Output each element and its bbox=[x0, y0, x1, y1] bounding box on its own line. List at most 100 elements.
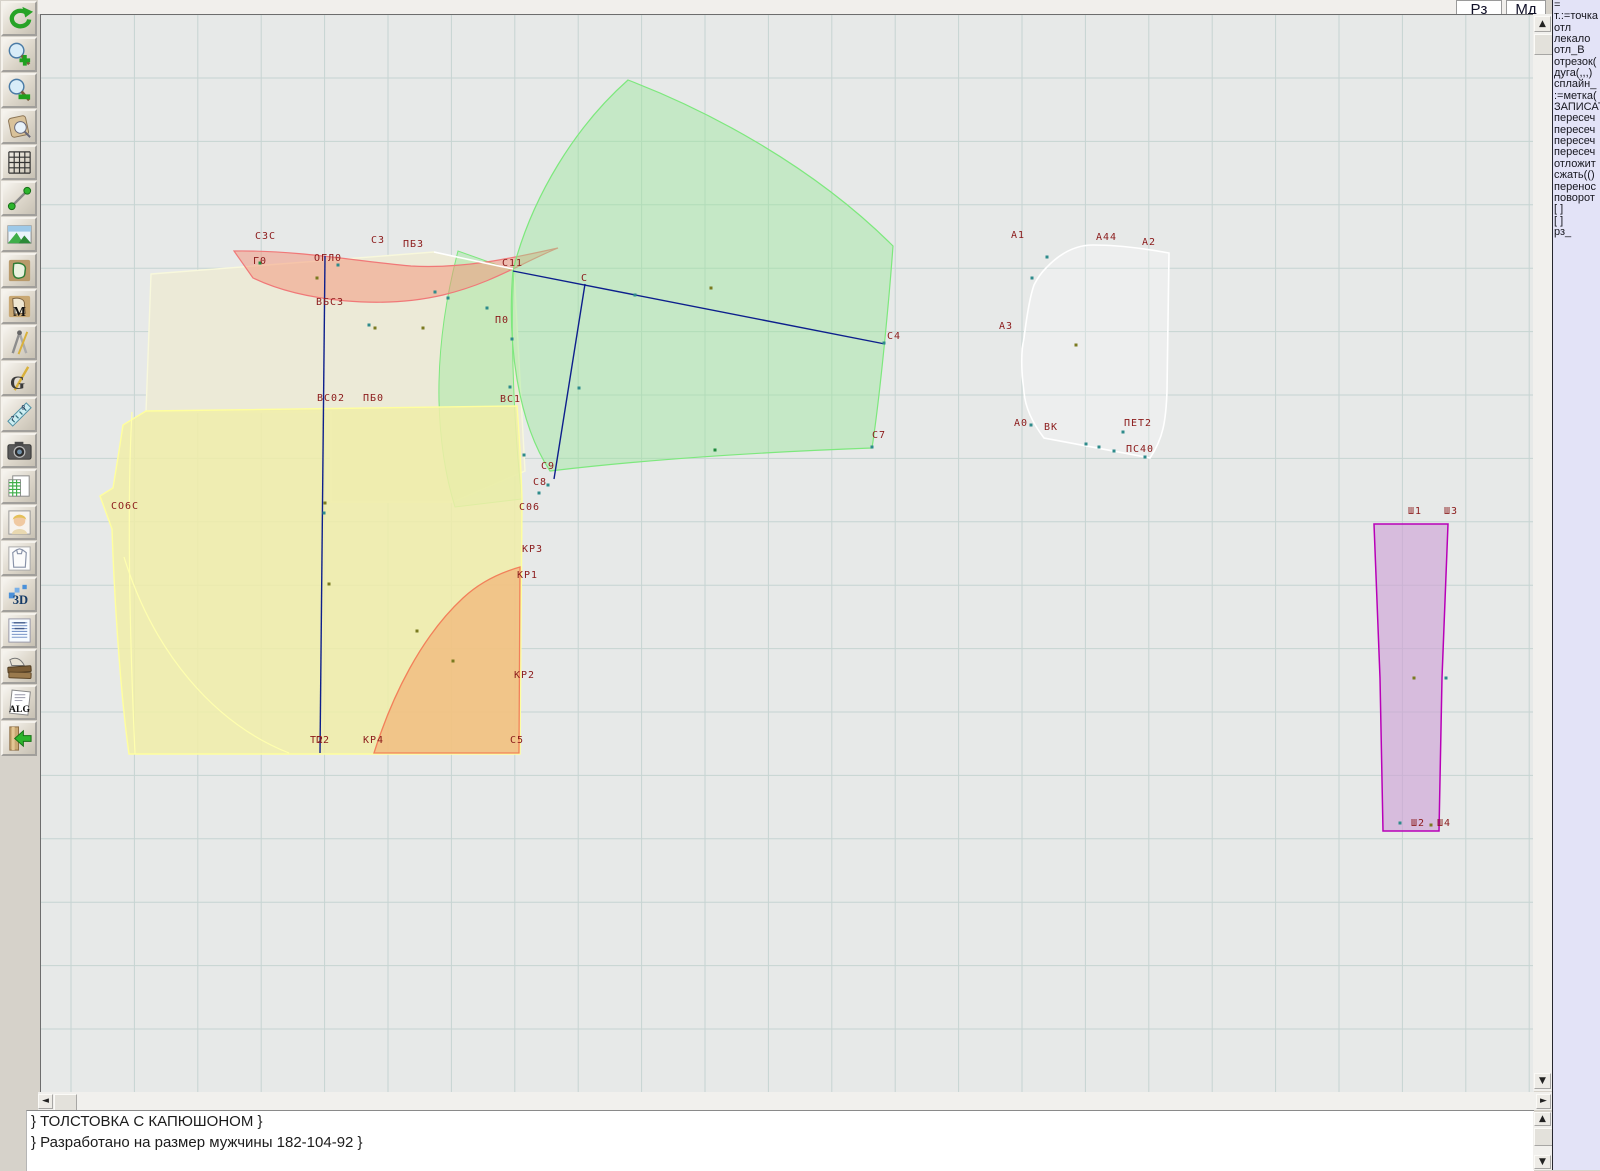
portrait-icon bbox=[7, 510, 31, 535]
pattern-point[interactable] bbox=[1429, 823, 1433, 827]
shoulder-line bbox=[433, 251, 514, 270]
point-label: А1 bbox=[1011, 230, 1025, 241]
point-label: Ш2 bbox=[1411, 818, 1425, 829]
toolbar-exit-button[interactable] bbox=[1, 721, 37, 756]
point-label: С7 bbox=[872, 430, 886, 441]
g-tool-icon: G bbox=[10, 366, 29, 393]
point-label: ПЕТ2 bbox=[1124, 418, 1152, 429]
toolbar-g-tool-button[interactable]: G bbox=[1, 361, 37, 396]
pattern-point[interactable] bbox=[1030, 276, 1034, 280]
pattern-point[interactable] bbox=[421, 326, 425, 330]
pattern-point[interactable] bbox=[258, 261, 262, 265]
pattern-point[interactable] bbox=[1412, 676, 1416, 680]
toolbar-books-button[interactable] bbox=[1, 649, 37, 684]
command-panel[interactable]: = т.:=точка отл лекало отл_В отрезок(дуга(,,,… bbox=[1552, 0, 1600, 1170]
pocket-piece[interactable] bbox=[373, 566, 521, 754]
scroll-down-button[interactable]: ▼ bbox=[1534, 1073, 1551, 1089]
toolbar-alg-document-button[interactable]: ALG bbox=[1, 685, 37, 720]
command-panel-line: пересеч bbox=[1554, 135, 1596, 148]
pattern-point[interactable] bbox=[367, 323, 371, 327]
inner-seam-curve bbox=[123, 556, 290, 754]
pattern-point[interactable] bbox=[446, 296, 450, 300]
pattern-point[interactable] bbox=[882, 341, 886, 345]
toolbar-text-list-button[interactable] bbox=[1, 613, 37, 648]
pattern-point[interactable] bbox=[537, 491, 541, 495]
pattern-point[interactable] bbox=[510, 337, 514, 341]
pattern-point[interactable] bbox=[1112, 449, 1116, 453]
pattern-point[interactable] bbox=[485, 306, 489, 310]
pattern-point[interactable] bbox=[451, 659, 455, 663]
toolbar-garment-sketch-button[interactable] bbox=[1, 541, 37, 576]
point-label: Ш4 bbox=[1437, 818, 1451, 829]
canvas-vscroll-thumb[interactable] bbox=[1534, 34, 1553, 55]
cuff-strip-piece[interactable] bbox=[1373, 523, 1449, 832]
pattern-point[interactable] bbox=[1097, 445, 1101, 449]
pattern-point[interactable] bbox=[709, 286, 713, 290]
toolbar-portrait-button[interactable] bbox=[1, 505, 37, 540]
pattern-point[interactable] bbox=[508, 385, 512, 389]
console-vscroll-thumb[interactable] bbox=[1534, 1128, 1553, 1146]
toolbar-drafting-compass-button[interactable] bbox=[1, 325, 37, 360]
toolbar-piece-preview-button[interactable] bbox=[1, 109, 37, 144]
toolbar-spreadsheet-button[interactable] bbox=[1, 469, 37, 504]
toolbar-zoom-out-button[interactable] bbox=[1, 73, 37, 108]
toolbar-grid-button[interactable] bbox=[1, 145, 37, 180]
pattern-point[interactable] bbox=[1045, 255, 1049, 259]
pattern-point[interactable] bbox=[633, 293, 637, 297]
scroll-left-button[interactable]: ◄ bbox=[38, 1094, 53, 1109]
toolbar-zoom-in-button[interactable] bbox=[1, 37, 37, 72]
pattern-point[interactable] bbox=[577, 386, 581, 390]
pattern-point[interactable] bbox=[1074, 343, 1078, 347]
point-label: ВБС3 bbox=[316, 297, 344, 308]
pattern-point[interactable] bbox=[1121, 430, 1125, 434]
pattern-point[interactable] bbox=[1398, 821, 1402, 825]
program-text-console[interactable]: } ТОЛСТОВКА С КАПЮШОНОМ }} Разработано н… bbox=[26, 1110, 1534, 1171]
toolbar-3d-view-button[interactable]: 3D bbox=[1, 577, 37, 612]
toolbar-image-button[interactable] bbox=[1, 217, 37, 252]
pattern-point[interactable] bbox=[1143, 455, 1147, 459]
pattern-point[interactable] bbox=[336, 263, 340, 267]
point-label: С06 bbox=[519, 502, 540, 513]
exit-icon bbox=[8, 726, 32, 751]
command-panel-line: пересеч bbox=[1554, 123, 1596, 136]
pattern-point[interactable] bbox=[546, 483, 550, 487]
pattern-point[interactable] bbox=[315, 276, 319, 280]
pattern-point[interactable] bbox=[870, 445, 874, 449]
pattern-point[interactable] bbox=[433, 290, 437, 294]
console-scroll-down-button[interactable]: ▼ bbox=[1534, 1155, 1551, 1169]
toolbar-camera-button[interactable] bbox=[1, 433, 37, 468]
point-label: А0 bbox=[1014, 418, 1028, 429]
pattern-point[interactable] bbox=[522, 453, 526, 457]
svg-text:ALG: ALG bbox=[9, 704, 30, 715]
toolbar-measure-line-button[interactable] bbox=[1, 181, 37, 216]
collar-piece[interactable] bbox=[232, 247, 559, 303]
grid-icon bbox=[7, 151, 31, 174]
3d-view-icon: 3D bbox=[8, 584, 28, 607]
camera-icon bbox=[6, 441, 32, 460]
toolbar-pattern-m-button[interactable]: M bbox=[1, 289, 37, 324]
drawing-canvas[interactable]: С3С Г0 ОГЛ0 С3 ПБ3 С11 С ВБС3 П0 С4 С7 ВС02 ПБ0 ВС1 С9… bbox=[40, 14, 1534, 1093]
ruler-icon: 78 bbox=[6, 402, 32, 427]
canvas-vscrollbar[interactable] bbox=[1533, 14, 1552, 1091]
pattern-point[interactable] bbox=[415, 629, 419, 633]
console-scroll-up-button[interactable]: ▲ bbox=[1534, 1112, 1551, 1126]
pattern-point[interactable] bbox=[1084, 442, 1088, 446]
pattern-point[interactable] bbox=[327, 582, 331, 586]
canvas-hscroll-thumb[interactable] bbox=[54, 1094, 77, 1111]
point-label: ПБ0 bbox=[363, 393, 384, 404]
scroll-right-button[interactable]: ► bbox=[1536, 1094, 1551, 1109]
pattern-point[interactable] bbox=[1444, 676, 1448, 680]
toolbar-undo-arrow-button[interactable] bbox=[1, 1, 37, 36]
sleeve-piece[interactable] bbox=[510, 79, 894, 472]
toolbar-pattern-piece-button[interactable] bbox=[1, 253, 37, 288]
hood-piece[interactable] bbox=[1020, 244, 1170, 459]
pattern-point[interactable] bbox=[373, 326, 377, 330]
command-panel-line: перенос bbox=[1554, 180, 1597, 193]
pattern-point[interactable] bbox=[322, 511, 326, 515]
canvas-hscrollbar[interactable] bbox=[38, 1092, 1552, 1110]
scroll-up-button[interactable]: ▲ bbox=[1534, 16, 1551, 32]
pattern-point[interactable] bbox=[323, 501, 327, 505]
pattern-point[interactable] bbox=[1029, 423, 1033, 427]
pattern-point[interactable] bbox=[713, 448, 717, 452]
